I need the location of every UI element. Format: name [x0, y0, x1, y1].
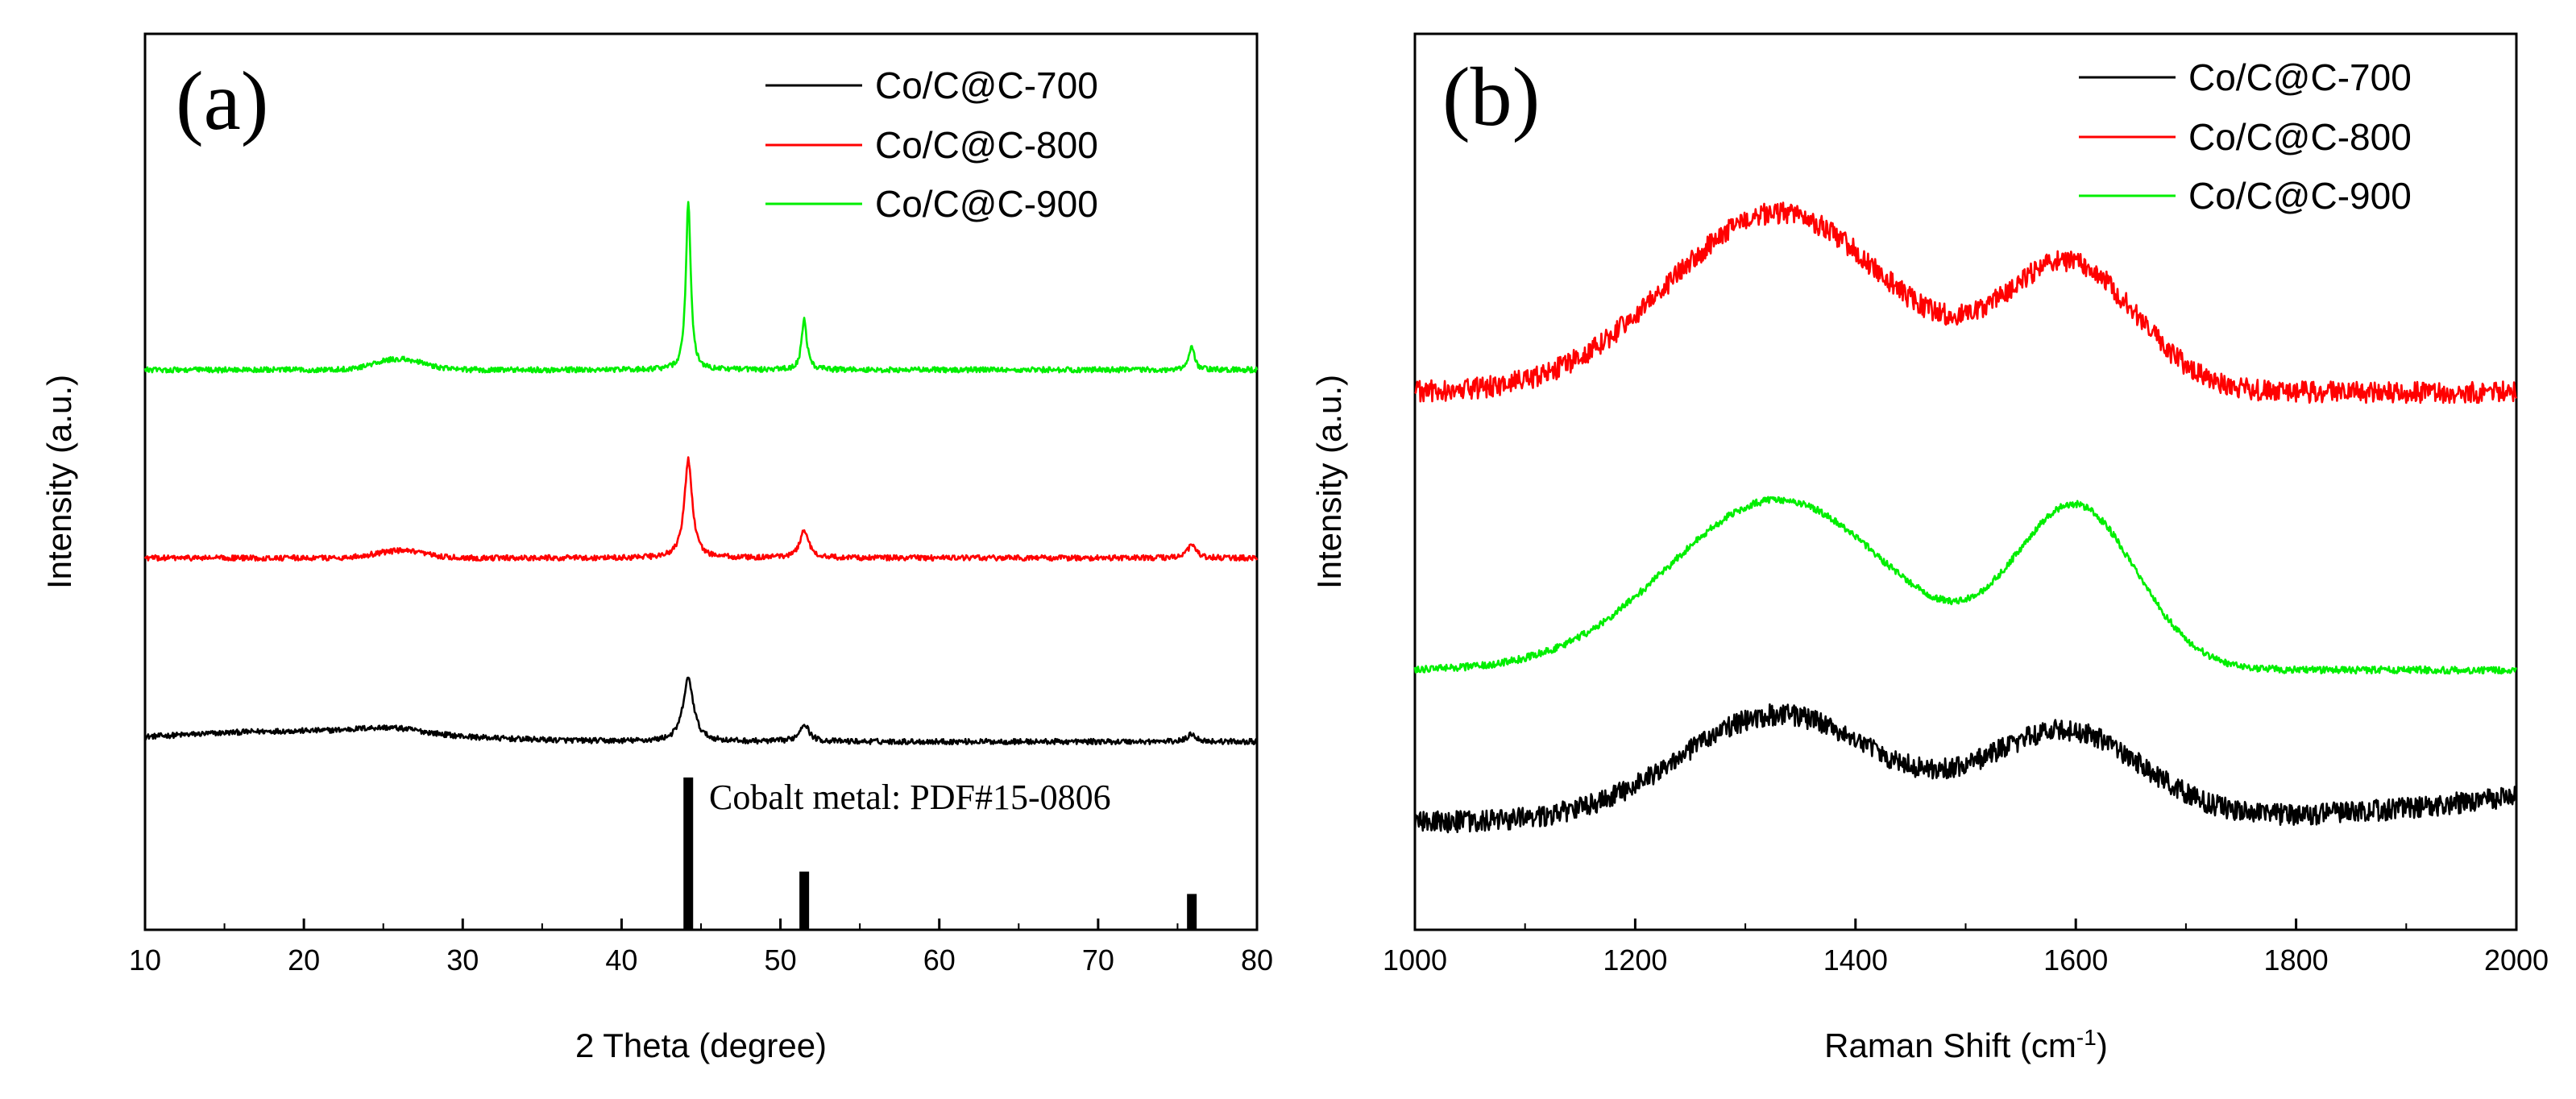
panel-b-legend: Co/C@C-700 Co/C@C-800 Co/C@C-900 [2079, 56, 2412, 217]
a-series-co-c-c-900 [143, 201, 1259, 374]
b-x-tick-label-1000: 1000 [1383, 943, 1447, 977]
legend-label-a-700: Co/C@C-700 [875, 64, 1098, 106]
panel-b-raman: (b) 1000 1200 1400 1600 1800 2000 Co/C@C-700 … [1310, 32, 2549, 1065]
reference-line-75.9 [1187, 894, 1197, 930]
b-x-tick-label-1400: 1400 [1823, 943, 1888, 977]
a-series-co-c-c-700 [144, 676, 1259, 745]
panel-b-x-ticks: 1000 1200 1400 1600 1800 2000 [1383, 919, 2549, 977]
panel-a-letter: (a) [176, 55, 268, 147]
b-x-tick-label-1200: 1200 [1603, 943, 1667, 977]
b-x-tick-label-2000: 2000 [2484, 943, 2549, 977]
b-series-co-c-c-800 [1414, 201, 2518, 404]
a-x-tick-label-20: 20 [288, 943, 320, 977]
legend-label-b-800: Co/C@C-800 [2188, 116, 2412, 158]
panel-a-x-ticks: 10 20 30 40 50 60 70 80 [129, 919, 1273, 977]
panel-a-x-axis-label: 2 Theta (degree) [575, 1026, 827, 1064]
panel-b-x-axis-label: Raman Shift (cm-1) [1824, 1025, 2108, 1065]
b-x-tick-label-1600: 1600 [2043, 943, 2108, 977]
legend-label-b-900: Co/C@C-900 [2188, 175, 2412, 217]
panel-b-y-axis-label: Intensity (a.u.) [1310, 375, 1348, 589]
panel-b-series [1413, 201, 2518, 834]
panel-a-series [143, 201, 1259, 745]
panel-a-xrd: (a) 10 20 30 40 50 60 70 80 Cobalt metal: PDF#1… [40, 32, 1273, 1064]
legend-label-b-700: Co/C@C-700 [2188, 56, 2412, 98]
a-x-tick-label-40: 40 [605, 943, 637, 977]
a-x-tick-label-50: 50 [765, 943, 797, 977]
a-series-co-c-c-800 [143, 456, 1259, 562]
a-x-tick-label-10: 10 [129, 943, 161, 977]
b-x-tick-label-1800: 1800 [2264, 943, 2329, 977]
panel-a-y-axis-label: Intensity (a.u.) [40, 375, 78, 589]
b-series-co-c-c-900 [1413, 496, 2518, 675]
b-series-co-c-c-700 [1413, 703, 2517, 834]
panel-b-letter: (b) [1442, 51, 1540, 143]
reference-line-44.2 [683, 777, 694, 930]
legend-label-a-900: Co/C@C-900 [875, 183, 1098, 225]
reference-line-51.5 [799, 871, 810, 930]
reference-label: Cobalt metal: PDF#15-0806 [709, 778, 1111, 817]
a-x-tick-label-70: 70 [1082, 943, 1114, 977]
panel-a-legend: Co/C@C-700 Co/C@C-800 Co/C@C-900 [765, 64, 1098, 225]
panel-a-reference-lines [683, 777, 1197, 930]
a-x-tick-label-80: 80 [1241, 943, 1273, 977]
a-x-tick-label-60: 60 [923, 943, 956, 977]
a-x-tick-label-30: 30 [446, 943, 479, 977]
legend-label-a-800: Co/C@C-800 [875, 124, 1098, 166]
panel-b-frame [1413, 32, 2518, 931]
